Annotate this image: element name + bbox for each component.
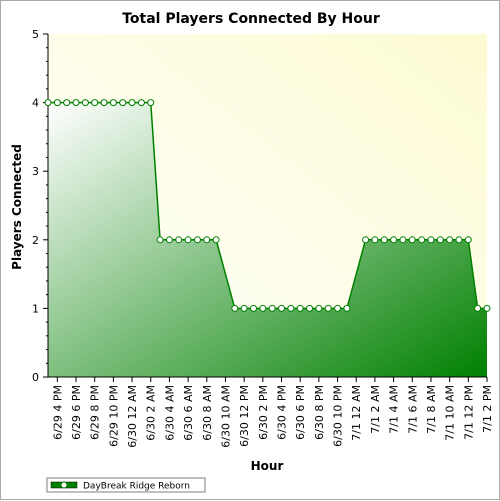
legend-box <box>46 477 206 493</box>
data-point <box>371 236 379 244</box>
x-tick-label: 7/1 2 AM <box>369 385 382 434</box>
data-point <box>474 304 482 312</box>
x-tick-label: 6/30 2 PM <box>257 385 270 440</box>
x-tick-label: 6/30 6 PM <box>294 385 307 440</box>
data-point <box>137 99 145 107</box>
legend-marker <box>60 481 68 489</box>
data-point <box>231 304 239 312</box>
y-tick-label: 0 <box>32 371 39 384</box>
data-point <box>91 99 99 107</box>
data-point <box>72 99 80 107</box>
data-point <box>315 304 323 312</box>
data-point <box>408 236 416 244</box>
data-point <box>165 236 173 244</box>
data-point <box>184 236 192 244</box>
x-tick-label: 6/30 4 PM <box>276 385 289 440</box>
x-tick-label: 6/29 10 PM <box>107 385 120 447</box>
x-tick-label: 6/29 6 PM <box>70 385 83 440</box>
legend-label: DayBreak Ridge Reborn <box>83 482 190 492</box>
data-point <box>100 99 108 107</box>
data-point <box>193 236 201 244</box>
data-point <box>175 236 183 244</box>
x-tick-label: 6/30 12 PM <box>238 385 251 447</box>
data-point <box>306 304 314 312</box>
data-point <box>343 304 351 312</box>
data-point <box>44 99 52 107</box>
data-point <box>483 304 491 312</box>
data-point <box>464 236 472 244</box>
x-tick-label: 6/30 8 PM <box>313 385 326 440</box>
data-point <box>156 236 164 244</box>
data-point <box>455 236 463 244</box>
axes-layer: 0 1 2 3 4 5 6/29 4 PM 6/29 6 PM 6/29 8 PM 6/29 10… <box>32 28 494 448</box>
data-point <box>81 99 89 107</box>
marker-layer <box>44 99 491 312</box>
data-point <box>334 304 342 312</box>
data-point <box>259 304 267 312</box>
data-point <box>128 99 136 107</box>
data-point <box>324 304 332 312</box>
data-point <box>119 99 127 107</box>
y-tick-label: 2 <box>32 234 39 247</box>
x-tick-label: 6/30 8 AM <box>201 385 214 441</box>
data-point <box>362 236 370 244</box>
data-point <box>147 99 155 107</box>
data-point <box>296 304 304 312</box>
x-tick-label: 6/30 4 AM <box>163 385 176 441</box>
x-tick-label: 6/30 2 AM <box>145 385 158 441</box>
x-tick-label: 6/30 12 AM <box>126 385 139 448</box>
x-tick-label: 6/29 4 PM <box>51 385 64 440</box>
data-point <box>446 236 454 244</box>
x-tick-label: 6/30 10 PM <box>332 385 345 447</box>
data-point <box>212 236 220 244</box>
series-area-fill <box>48 102 487 377</box>
data-point <box>390 236 398 244</box>
data-point <box>240 304 248 312</box>
data-point <box>380 236 388 244</box>
data-point <box>399 236 407 244</box>
legend: DayBreak Ridge Reborn <box>46 477 206 493</box>
data-point <box>63 99 71 107</box>
series-line <box>48 101 487 310</box>
x-tick-label: 7/1 2 PM <box>481 385 494 433</box>
y-tick-label: 1 <box>32 302 39 315</box>
chart-title: Total Players Connected By Hour <box>122 11 380 27</box>
data-point <box>268 304 276 312</box>
area-layer <box>48 101 487 377</box>
x-tick-label: 6/30 10 AM <box>219 385 232 448</box>
data-point <box>287 304 295 312</box>
data-point <box>436 236 444 244</box>
data-point <box>249 304 257 312</box>
data-point <box>53 99 61 107</box>
data-point <box>418 236 426 244</box>
x-tick-label: 7/1 6 AM <box>406 385 419 434</box>
x-tick-label: 7/1 8 AM <box>425 385 438 434</box>
data-point <box>109 99 117 107</box>
x-tick-label: 7/1 12 PM <box>462 385 475 440</box>
y-tick-label: 4 <box>32 97 39 110</box>
data-point <box>278 304 286 312</box>
x-tick-label: 7/1 10 AM <box>444 385 457 441</box>
x-axis-title: Hour <box>251 459 284 473</box>
x-tick-label: 7/1 12 AM <box>350 385 363 441</box>
x-tick-label: 7/1 4 AM <box>388 385 401 434</box>
y-tick-label: 5 <box>32 28 39 41</box>
x-tick-label: 6/29 8 PM <box>89 385 102 440</box>
data-point <box>427 236 435 244</box>
x-tick-label: 6/30 6 AM <box>182 385 195 441</box>
data-point <box>203 236 211 244</box>
y-axis-title: Players Connected <box>10 144 24 270</box>
y-tick-label: 3 <box>32 165 39 178</box>
